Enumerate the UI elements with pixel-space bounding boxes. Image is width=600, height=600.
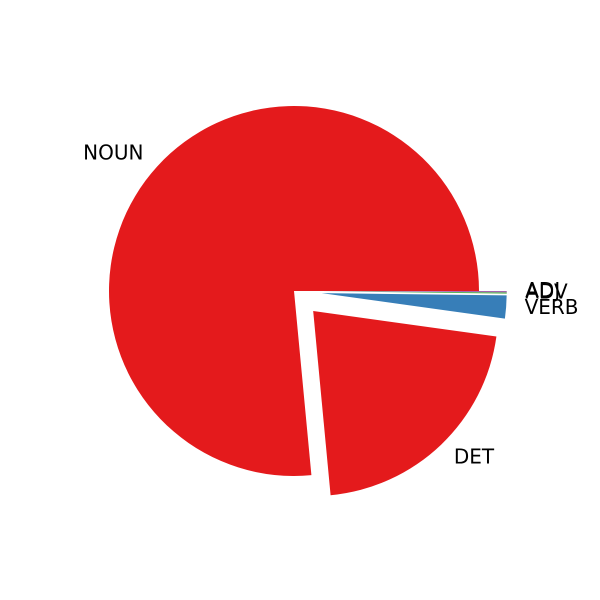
- pie-slice-det: [313, 311, 497, 496]
- pie-label-noun: NOUN: [83, 141, 143, 165]
- pie-label-adj: ADJ: [525, 278, 560, 302]
- pie-label-verb: VERB: [525, 295, 579, 319]
- pie-slice-verb: [321, 293, 507, 319]
- pie-slices: [108, 105, 507, 496]
- pie-label-adv: ADV: [525, 280, 568, 304]
- pie-slice-adv: [321, 291, 507, 294]
- pie-label-det: DET: [454, 445, 495, 469]
- pie-slice-adj: [321, 291, 507, 293]
- pie-slice-noun: [108, 105, 479, 476]
